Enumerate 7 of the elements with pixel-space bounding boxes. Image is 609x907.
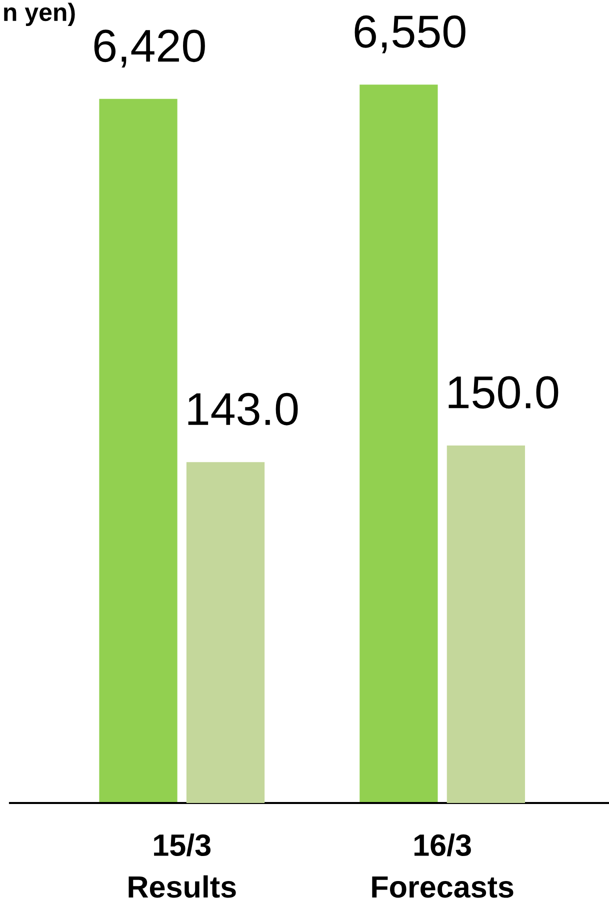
data-label: 6,550 — [354, 15, 466, 54]
text: n yen) — [4, 2, 75, 26]
data-label: 6,420 — [94, 30, 205, 68]
x-tick-label: 16/3 Forecasts — [372, 834, 514, 898]
x-tick-label: 15/3 Results — [128, 834, 236, 898]
data-label: 150.0 — [448, 376, 558, 409]
data-label: 143.0 — [188, 392, 298, 426]
